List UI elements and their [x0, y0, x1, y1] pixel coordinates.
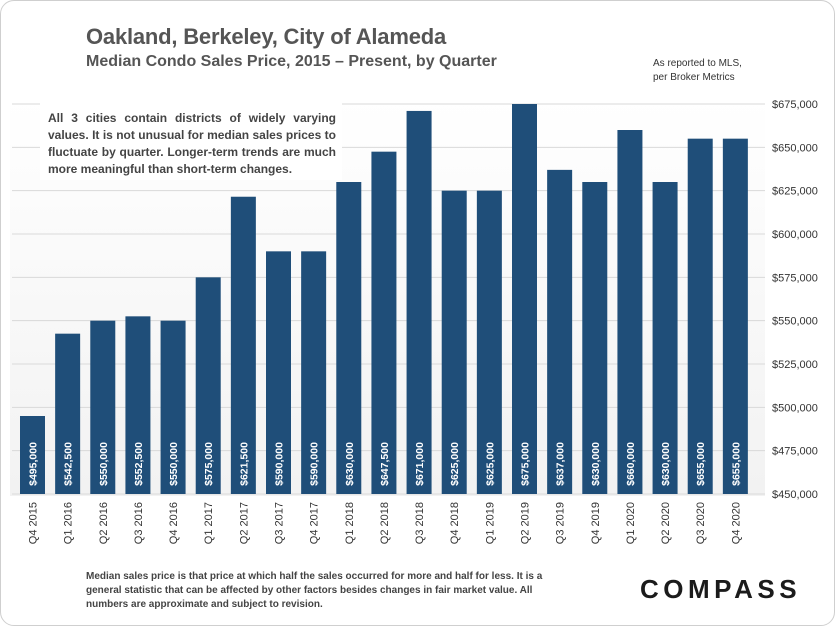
x-tick-label: Q2 2019 [520, 502, 532, 544]
x-tick-label: Q1 2020 [625, 502, 637, 544]
x-tick-label: Q4 2018 [449, 502, 461, 544]
bar [90, 320, 116, 494]
data-label: $552,500 [133, 442, 145, 486]
y-tick-label: $575,000 [772, 272, 818, 284]
y-tick-label: $550,000 [772, 316, 818, 328]
data-label: $630,000 [590, 442, 602, 486]
data-label: $625,000 [449, 442, 461, 486]
data-label: $660,000 [625, 442, 637, 486]
x-tick-label: Q1 2018 [344, 502, 356, 544]
footnote: Median sales price is that price at whic… [86, 571, 543, 610]
chart-title: Oakland, Berkeley, City of Alameda [86, 24, 447, 49]
bar [512, 104, 537, 494]
bar [195, 277, 221, 494]
x-tick-label: Q4 2016 [168, 502, 180, 544]
x-axis-ticks: Q4 2015 Q1 2016 Q2 2016 Q3 2016 Q4 2016 Q1 20… [28, 502, 743, 544]
data-label: $550,000 [168, 442, 180, 486]
data-label: $590,000 [274, 442, 286, 486]
x-tick-label: Q4 2019 [590, 502, 602, 544]
data-label: $675,000 [520, 442, 532, 486]
x-tick-label: Q3 2018 [414, 502, 426, 544]
x-tick-label: Q3 2020 [695, 502, 707, 544]
data-label: $630,000 [660, 442, 672, 486]
x-tick-label: Q4 2015 [28, 502, 40, 544]
bar [55, 333, 81, 494]
data-label: $625,000 [484, 442, 496, 486]
data-label: $655,000 [730, 442, 742, 486]
bar [406, 110, 432, 494]
x-tick-label: Q2 2017 [238, 502, 250, 544]
y-tick-label: $475,000 [772, 446, 818, 458]
y-tick-label: $600,000 [772, 229, 818, 241]
data-label: $630,000 [344, 442, 356, 486]
bar [125, 316, 151, 494]
x-tick-label: Q3 2019 [555, 502, 567, 544]
data-label: $621,500 [238, 442, 250, 486]
data-label: $655,000 [695, 442, 707, 486]
data-label: $542,500 [63, 442, 75, 486]
bar [266, 251, 291, 494]
y-tick-label: $625,000 [772, 186, 818, 198]
x-tick-label: Q1 2016 [63, 502, 75, 544]
bar [652, 182, 678, 494]
bar [547, 169, 573, 494]
data-label: $495,000 [28, 442, 40, 486]
data-label: $550,000 [98, 442, 110, 486]
data-label: $647,500 [379, 442, 391, 486]
bar [20, 416, 45, 494]
bar [301, 251, 327, 494]
annotation-note: All 3 cities contain districts of widely… [40, 103, 342, 180]
source-note: As reported to MLS, per Broker Metrics [653, 57, 773, 85]
bar [371, 151, 397, 494]
y-tick-label: $650,000 [772, 142, 818, 154]
x-tick-label: Q2 2020 [660, 502, 672, 544]
x-tick-label: Q2 2016 [98, 502, 110, 544]
x-tick-label: Q3 2017 [274, 502, 286, 544]
y-tick-label: $450,000 [772, 489, 818, 501]
bar [230, 196, 256, 494]
chart-subtitle: Median Condo Sales Price, 2015 – Present… [86, 53, 497, 70]
bar [476, 190, 502, 494]
source-line-2: per Broker Metrics [653, 72, 735, 83]
x-tick-label: Q1 2019 [484, 502, 496, 544]
compass-logo: COMPASS [640, 574, 802, 604]
data-label: $637,000 [555, 442, 567, 486]
data-label: $590,000 [309, 442, 321, 486]
bars: $495,000 $542,500 $550,000 $552,500 $550,000… [20, 104, 748, 494]
x-tick-label: Q3 2016 [133, 502, 145, 544]
x-tick-label: Q2 2018 [379, 502, 391, 544]
bar [160, 320, 186, 494]
bar [617, 130, 643, 494]
y-axis-ticks: $450,000 $475,000 $500,000 $525,000 $550,000… [772, 99, 818, 501]
x-tick-label: Q1 2017 [203, 502, 215, 544]
source-line-1: As reported to MLS, [653, 58, 742, 69]
data-label: $575,000 [203, 442, 215, 486]
y-tick-label: $500,000 [772, 402, 818, 414]
data-label: $671,000 [414, 442, 426, 486]
bar [582, 182, 608, 494]
y-tick-label: $525,000 [772, 359, 818, 371]
bar [336, 182, 362, 494]
bar [722, 138, 748, 494]
bar [687, 138, 713, 494]
x-tick-label: Q4 2017 [309, 502, 321, 544]
y-tick-label: $675,000 [772, 99, 818, 111]
x-tick-label: Q4 2020 [730, 502, 742, 544]
bar [441, 190, 467, 494]
